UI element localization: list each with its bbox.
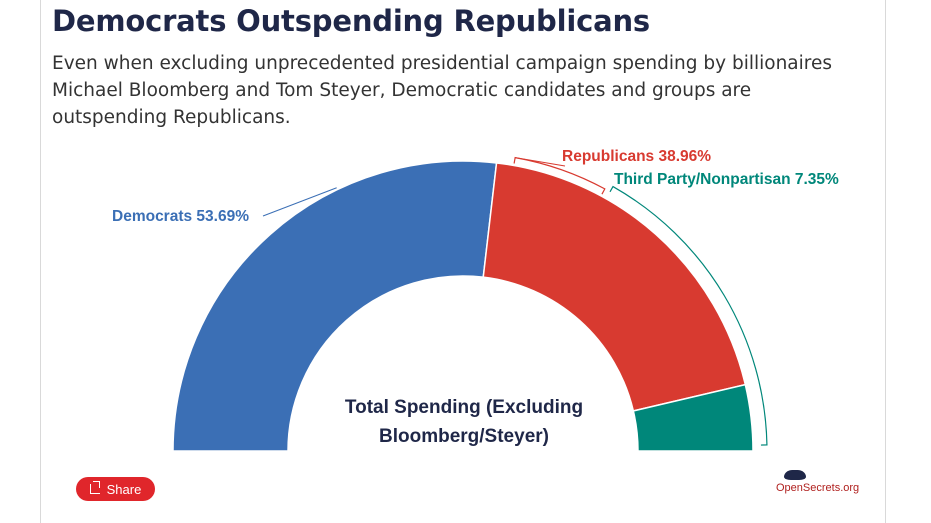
slice-republicans[interactable] — [482, 162, 747, 412]
share-label: Share — [106, 481, 142, 497]
leader-democrats — [262, 187, 337, 217]
opensecrets-logo[interactable]: OpenSecrets.org — [774, 470, 864, 500]
share-button[interactable]: Share — [76, 477, 155, 501]
slice-label-third-party: Third Party/Nonpartisan 7.35% — [614, 171, 839, 188]
slice-third-party-nonpartisan[interactable] — [632, 383, 754, 452]
eye-icon — [784, 470, 806, 480]
slice-democrats[interactable] — [172, 160, 498, 452]
label-leaders — [262, 156, 768, 446]
chart-subtitle: Even when excluding unprecedented presid… — [52, 53, 832, 128]
slice-label-democrats: Democrats 53.69% — [112, 208, 249, 225]
share-icon — [89, 481, 100, 494]
logo-text: OpenSecrets.org — [776, 482, 860, 494]
chart-title: Democrats Outspending Republicans — [52, 4, 650, 38]
slice-label-republicans: Republicans 38.96% — [562, 148, 711, 165]
center-label-line-1: Total Spending (Excluding — [345, 397, 583, 418]
bracket-third-party — [609, 185, 768, 446]
leader-republicans — [515, 157, 566, 167]
center-label-line-2: Bloomberg/Steyer) — [379, 426, 549, 447]
chart-slices — [172, 160, 754, 452]
chart-frame — [40, 0, 886, 523]
